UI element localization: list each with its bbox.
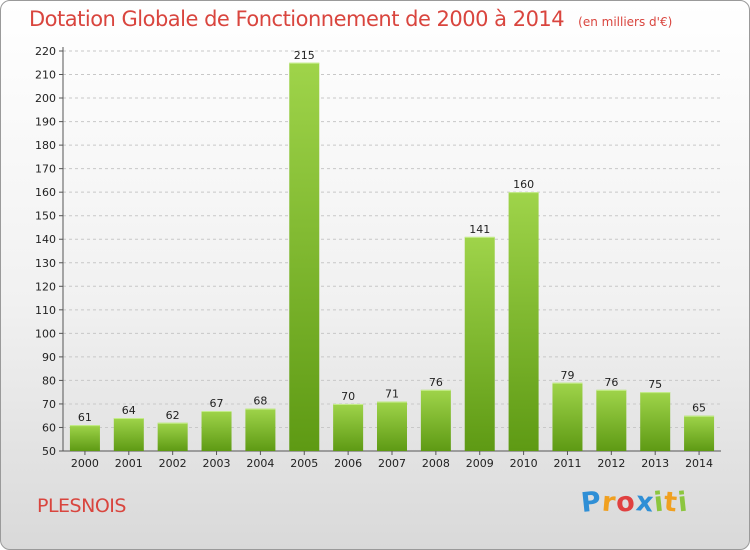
proxiti-logo: Proxiti [579,485,691,520]
value-label: 64 [122,404,136,417]
x-tick-label: 2009 [466,457,494,470]
bar [333,403,364,451]
x-tick-label: 2010 [510,457,538,470]
x-tick-label: 2001 [115,457,143,470]
x-tick-label: 2012 [597,457,625,470]
value-labels: 61 64 62 67 68 215 70 71 76 141 160 79 76 75 65 [78,49,706,424]
bar [377,401,407,451]
x-tick-label: 2014 [685,457,713,470]
x-tick-label: 2000 [71,457,99,470]
y-tick-label: 200 [35,92,56,105]
value-label: 79 [560,369,574,382]
y-tick-label: 180 [35,139,56,152]
bar [289,62,320,451]
bar [508,192,539,452]
bar [245,408,276,451]
y-tick-label: 100 [35,327,56,340]
y-tick-label: 80 [42,374,56,387]
value-label: 75 [648,378,662,391]
x-tick-label: 2007 [378,457,406,470]
y-tick-label: 60 [42,421,56,434]
bar [684,415,715,451]
bar [113,418,144,451]
value-label: 62 [166,409,180,422]
bar [69,425,100,451]
chart-subtitle: (en milliers d'€) [578,15,673,29]
y-tick-labels: 50 60 70 80 90 100 110 120 130 140 150 160 170 180 190… [35,45,56,458]
x-tick-label: 2011 [553,457,581,470]
y-tick-label: 170 [35,163,56,176]
logo-letter: i [676,486,691,519]
x-tick-label: 2013 [641,457,669,470]
y-tick-label: 160 [35,186,56,199]
bar [640,392,671,451]
bar [596,389,627,451]
chart-title-text: Dotation Globale de Fonctionnement de 20… [29,7,565,31]
bar [201,411,232,451]
y-tick-label: 190 [35,116,56,129]
y-tick-label: 50 [42,445,56,458]
x-tick-label: 2005 [290,457,318,470]
value-label: 160 [513,178,534,191]
value-label: 67 [210,397,224,410]
x-tick-label: 2006 [334,457,362,470]
value-label: 70 [341,390,355,403]
y-tick-label: 130 [35,257,56,270]
x-tick-label: 2003 [203,457,231,470]
y-tick-label: 70 [42,398,56,411]
x-tick-label: 2008 [422,457,450,470]
value-label: 65 [692,402,706,415]
logo-letter: P [579,485,604,520]
value-label: 76 [604,376,618,389]
value-label: 61 [78,411,92,424]
x-tick-label: 2002 [159,457,187,470]
place-name: PLESNOIS [37,495,126,517]
y-tick-label: 120 [35,280,56,293]
bars [69,62,715,452]
value-label: 68 [253,395,267,408]
y-tick-label: 90 [42,351,56,364]
bar [157,422,188,451]
y-tick-label: 110 [35,304,56,317]
x-tick-labels: 2000 2001 2002 2003 2004 2005 2006 2007 2008 2009… [71,457,713,470]
value-label: 141 [469,223,490,236]
y-tick-label: 150 [35,210,56,223]
bar [552,382,583,451]
x-tick-label: 2004 [246,457,274,470]
bar [464,236,495,451]
y-tick-label: 220 [35,45,56,58]
value-label: 215 [294,49,315,62]
bar [420,389,451,451]
logo-letter: o [614,486,638,519]
value-label: 76 [429,376,443,389]
chart-title: Dotation Globale de Fonctionnement de 20… [29,7,672,31]
value-label: 71 [385,388,399,401]
y-tick-label: 140 [35,233,56,246]
y-tick-label: 210 [35,69,56,82]
